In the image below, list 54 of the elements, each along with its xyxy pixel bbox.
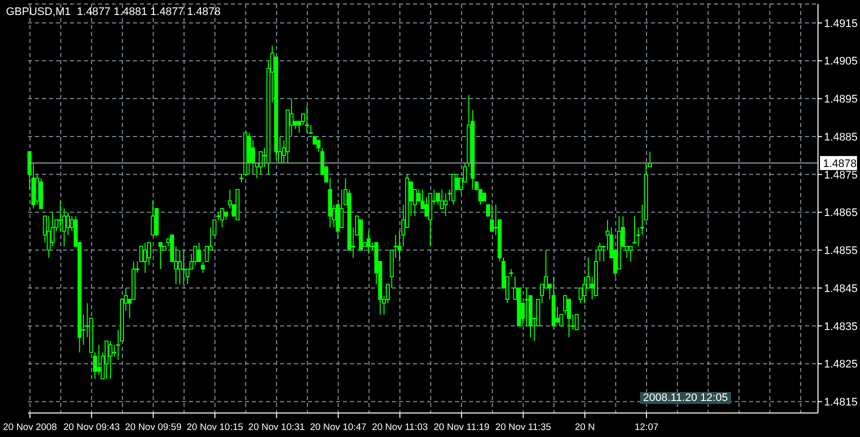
x-tick-label: 20 Nov 09:59 (124, 422, 182, 433)
x-tick-label: 20 Nov 10:15 (186, 422, 244, 433)
x-tick-label: 20 Nov 2008 (2, 422, 57, 433)
candlestick (182, 250, 186, 285)
candlestick (574, 314, 579, 330)
x-tick-label: 20 Nov 09:43 (63, 422, 120, 433)
x-tick-label: 20 Nov 10:47 (310, 422, 366, 433)
y-tick-label: 1.4815 (824, 396, 858, 409)
candlestick (567, 298, 572, 338)
y-tick-label: 1.4905 (824, 56, 858, 68)
x-tick-label: 20 N (574, 422, 596, 433)
candlestick (444, 192, 448, 217)
x-tick-label: 20 Nov 11:19 (434, 422, 490, 433)
candlestick (220, 208, 224, 228)
y-tick-label: 1.4855 (824, 245, 858, 258)
candlestick (46, 216, 51, 258)
y-tick-label: 1.4895 (824, 94, 858, 106)
candlestick (490, 204, 494, 232)
y-tick-label: 1.4865 (824, 207, 858, 220)
candlestick (251, 140, 256, 175)
candlestick (632, 216, 637, 244)
candlestick (258, 151, 263, 175)
candlestick (628, 246, 633, 262)
y-tick-label: 1.4875 (824, 169, 858, 182)
x-tick-label: 12:07 (634, 422, 658, 433)
candlestick (340, 189, 344, 228)
candlestick (108, 340, 112, 380)
chart-title: GBPUSD,M1 1.4877 1.4881 1.4877 1.4878 (6, 6, 221, 18)
x-tick-label: 20 Nov 11:03 (372, 422, 428, 433)
y-tick-label: 1.4915 (824, 18, 858, 30)
candlestick (143, 242, 148, 274)
candlestick (582, 276, 586, 304)
y-tick-label: 1.4825 (824, 358, 858, 371)
candlestick (66, 212, 70, 236)
x-tick-label: 20 Nov 10:31 (248, 422, 305, 433)
y-tick-label: 1.4835 (824, 320, 858, 333)
candlestick (424, 196, 428, 217)
candlestick (104, 340, 109, 380)
x-tick-label: 20 Nov 11:35 (495, 422, 552, 433)
candlestick (304, 106, 309, 134)
candlestick (436, 192, 440, 206)
y-tick-label: 1.4845 (824, 282, 858, 295)
y-tick-label: 1.4885 (824, 131, 858, 144)
candlestick (96, 344, 101, 376)
candlestick (35, 174, 40, 206)
ref-line-label: 1.4878 (823, 158, 857, 170)
candlestick (524, 288, 529, 326)
candlestick (366, 230, 371, 254)
annotation: 2008.11.20 12:05 (640, 392, 731, 404)
candlestick (158, 242, 163, 270)
candlestick (486, 204, 490, 217)
candlestick (58, 200, 62, 232)
candlestick (193, 246, 198, 266)
candlestick (178, 250, 182, 285)
